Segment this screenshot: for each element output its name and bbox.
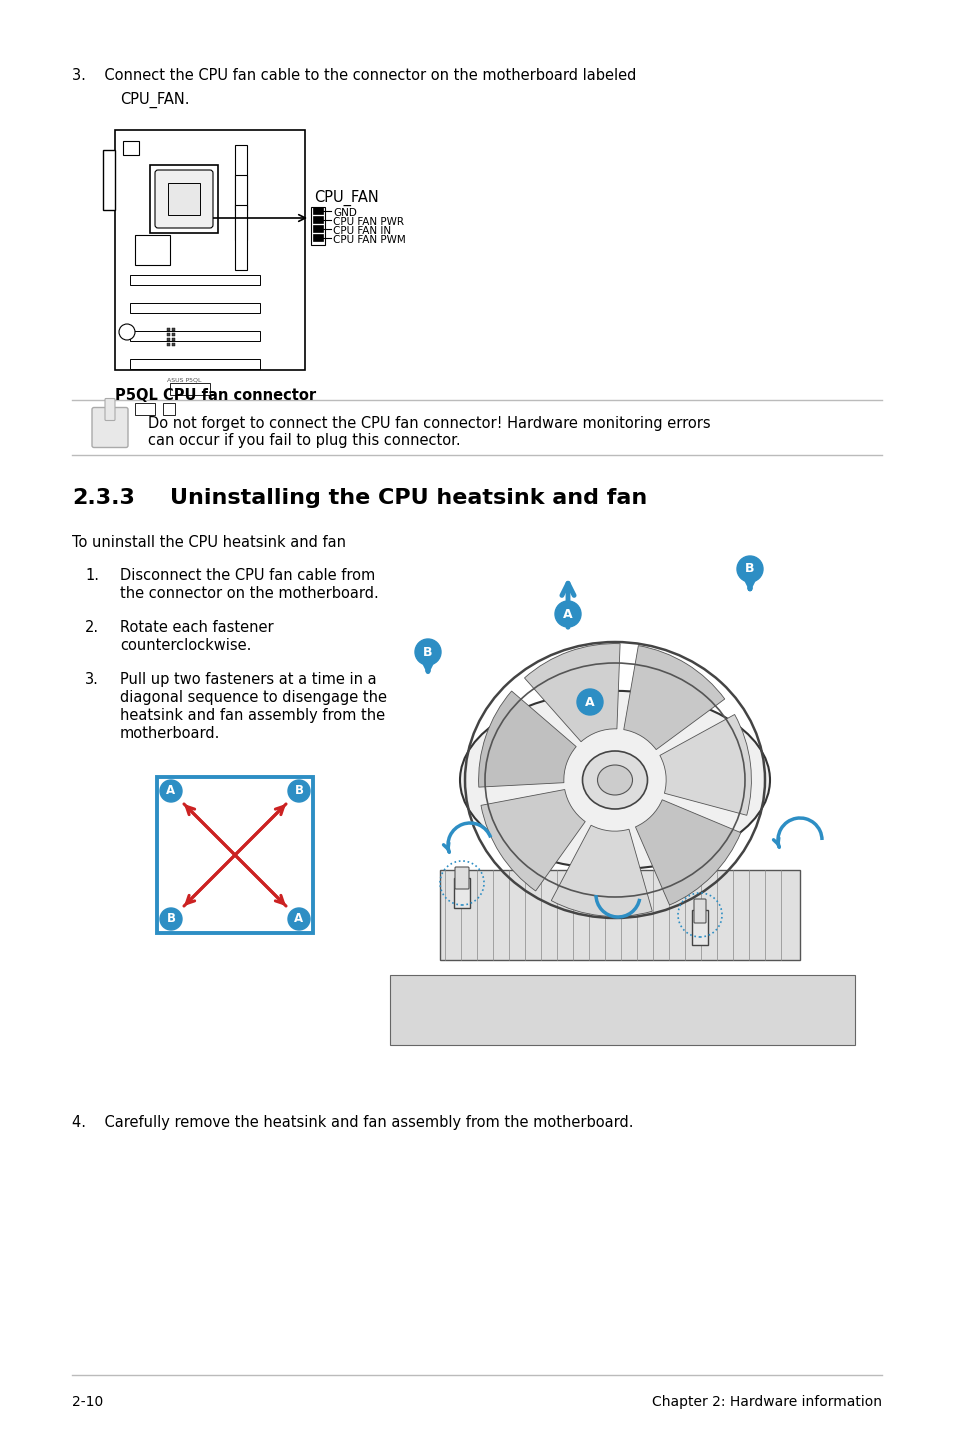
Bar xyxy=(172,328,174,331)
Wedge shape xyxy=(480,789,584,892)
Bar xyxy=(172,338,174,341)
Bar xyxy=(123,141,139,155)
Text: heatsink and fan assembly from the: heatsink and fan assembly from the xyxy=(120,707,385,723)
Bar xyxy=(234,206,247,270)
Wedge shape xyxy=(635,800,740,905)
Bar xyxy=(313,207,323,214)
Text: Pull up two fasteners at a time in a: Pull up two fasteners at a time in a xyxy=(120,672,376,687)
Bar xyxy=(313,234,323,242)
Polygon shape xyxy=(390,975,854,1045)
Text: B: B xyxy=(744,562,754,575)
Bar xyxy=(390,975,854,1045)
Circle shape xyxy=(577,689,602,715)
Text: A: A xyxy=(562,607,572,621)
Bar xyxy=(234,145,247,210)
FancyBboxPatch shape xyxy=(693,899,705,923)
Text: CPU FAN IN: CPU FAN IN xyxy=(333,226,391,236)
Text: B: B xyxy=(294,785,303,798)
Text: B: B xyxy=(167,913,175,926)
Text: Rotate each fastener: Rotate each fastener xyxy=(120,620,274,636)
Bar xyxy=(150,165,218,233)
Circle shape xyxy=(737,557,762,582)
Bar xyxy=(172,334,174,336)
Text: 3.    Connect the CPU fan cable to the connector on the motherboard labeled: 3. Connect the CPU fan cable to the conn… xyxy=(71,68,636,83)
FancyBboxPatch shape xyxy=(154,170,213,229)
Bar xyxy=(454,879,470,907)
Text: 2.3.3: 2.3.3 xyxy=(71,487,134,508)
Bar xyxy=(439,870,800,961)
Text: CPU FAN PWR: CPU FAN PWR xyxy=(333,217,403,227)
Circle shape xyxy=(160,779,182,802)
Text: Disconnect the CPU fan cable from: Disconnect the CPU fan cable from xyxy=(120,568,375,582)
Text: CPU_FAN: CPU_FAN xyxy=(314,190,378,206)
Text: diagonal sequence to disengage the: diagonal sequence to disengage the xyxy=(120,690,387,705)
Bar xyxy=(130,275,260,285)
Bar xyxy=(167,338,170,341)
Text: A: A xyxy=(584,696,594,709)
Bar xyxy=(691,910,707,945)
Text: A: A xyxy=(294,913,303,926)
Bar xyxy=(115,129,305,370)
Text: P5QL CPU fan connector: P5QL CPU fan connector xyxy=(115,388,315,403)
Text: CPU FAN PWM: CPU FAN PWM xyxy=(333,234,405,244)
Bar xyxy=(135,403,154,416)
Bar xyxy=(172,344,174,347)
Bar xyxy=(157,777,313,933)
Wedge shape xyxy=(478,692,576,787)
Bar xyxy=(311,207,325,244)
Circle shape xyxy=(288,779,310,802)
Circle shape xyxy=(119,324,135,339)
Bar xyxy=(313,216,323,223)
Wedge shape xyxy=(659,715,751,815)
Text: 1.: 1. xyxy=(85,568,99,582)
Bar xyxy=(130,331,260,341)
Bar xyxy=(135,234,170,265)
Ellipse shape xyxy=(597,765,632,795)
Text: B: B xyxy=(423,646,433,659)
FancyBboxPatch shape xyxy=(455,867,469,889)
Wedge shape xyxy=(524,644,619,742)
Circle shape xyxy=(415,638,440,664)
Bar xyxy=(313,224,323,232)
Bar xyxy=(130,360,260,370)
Circle shape xyxy=(555,601,580,627)
FancyBboxPatch shape xyxy=(105,398,115,420)
Bar xyxy=(167,334,170,336)
Text: counterclockwise.: counterclockwise. xyxy=(120,638,251,653)
Text: motherboard.: motherboard. xyxy=(120,726,220,741)
Ellipse shape xyxy=(582,751,647,810)
Wedge shape xyxy=(551,825,652,916)
Text: the connector on the motherboard.: the connector on the motherboard. xyxy=(120,587,378,601)
Wedge shape xyxy=(623,646,724,749)
Text: CPU_FAN.: CPU_FAN. xyxy=(120,92,190,108)
Bar xyxy=(103,150,115,210)
Bar xyxy=(130,303,260,313)
Text: Do not forget to connect the CPU fan connector! Hardware monitoring errors: Do not forget to connect the CPU fan con… xyxy=(148,416,710,431)
Text: 3.: 3. xyxy=(85,672,99,687)
Text: Chapter 2: Hardware information: Chapter 2: Hardware information xyxy=(651,1395,882,1409)
Bar xyxy=(170,383,210,395)
Circle shape xyxy=(160,907,182,930)
Text: Uninstalling the CPU heatsink and fan: Uninstalling the CPU heatsink and fan xyxy=(170,487,646,508)
Text: GND: GND xyxy=(333,209,356,219)
Ellipse shape xyxy=(459,690,769,869)
Text: 2.: 2. xyxy=(85,620,99,636)
Text: can occur if you fail to plug this connector.: can occur if you fail to plug this conne… xyxy=(148,433,460,449)
Text: To uninstall the CPU heatsink and fan: To uninstall the CPU heatsink and fan xyxy=(71,535,346,549)
Bar xyxy=(234,175,247,240)
Text: ASUS P5QL: ASUS P5QL xyxy=(167,378,201,383)
Text: 4.    Carefully remove the heatsink and fan assembly from the motherboard.: 4. Carefully remove the heatsink and fan… xyxy=(71,1114,633,1130)
Bar xyxy=(167,328,170,331)
Text: A: A xyxy=(166,785,175,798)
Bar xyxy=(163,403,174,416)
Circle shape xyxy=(288,907,310,930)
Text: 2-10: 2-10 xyxy=(71,1395,103,1409)
Bar xyxy=(167,344,170,347)
Bar xyxy=(168,183,200,216)
FancyBboxPatch shape xyxy=(91,407,128,447)
